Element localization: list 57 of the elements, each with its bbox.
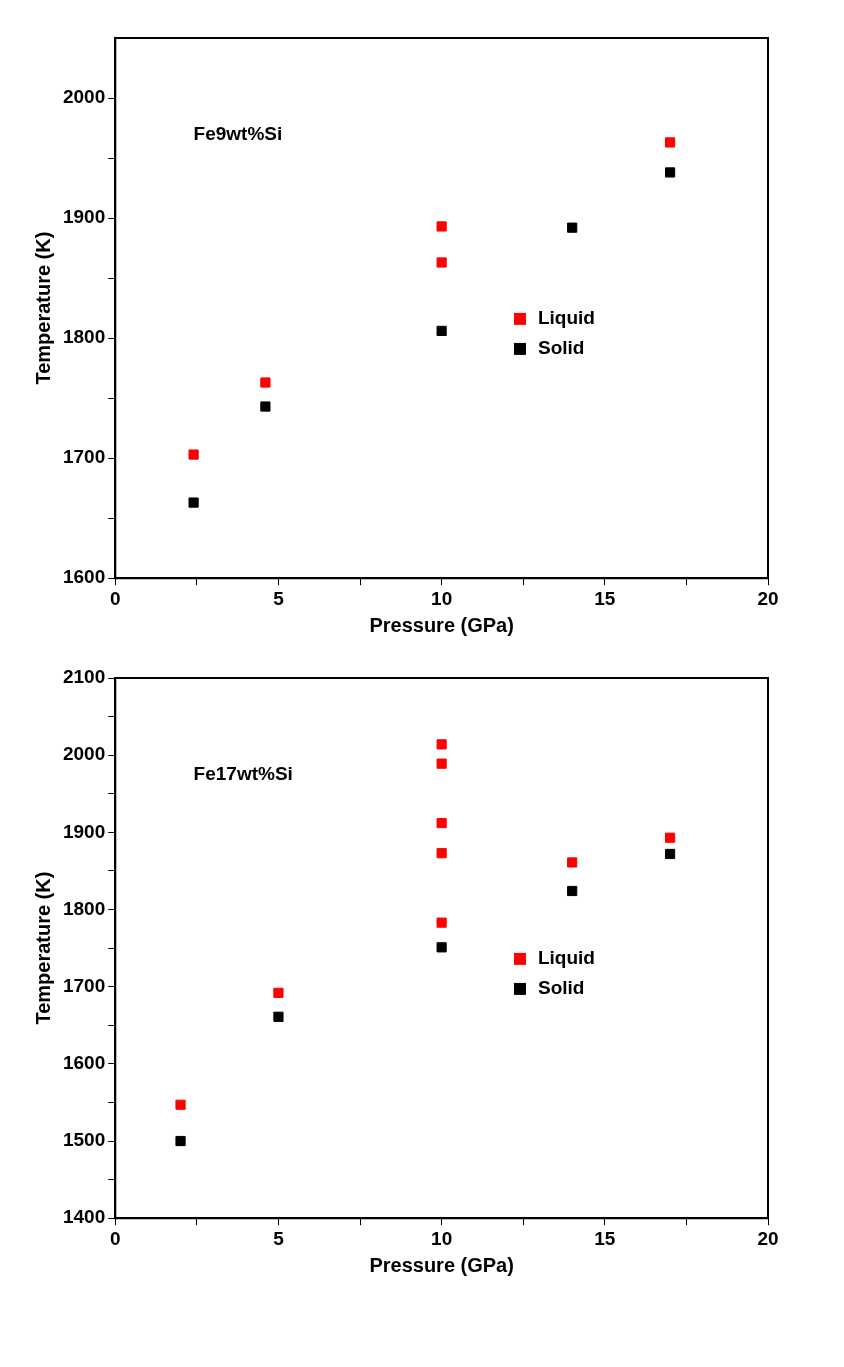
- point: [436, 942, 447, 953]
- point: [567, 885, 578, 897]
- point: [567, 857, 578, 868]
- x-tick-label: 20: [757, 587, 779, 609]
- point: [436, 325, 447, 337]
- point: [436, 257, 447, 268]
- x-tick-label: 0: [109, 587, 121, 609]
- x-axis-title: Pressure (GPa): [369, 1253, 514, 1276]
- point: [436, 221, 447, 232]
- point: [273, 1011, 284, 1022]
- y-axis-title: Temperature (K): [31, 231, 54, 385]
- point: [273, 987, 284, 998]
- y-tick-label: 2000: [62, 86, 106, 108]
- y-tick-label: 1800: [62, 897, 106, 919]
- x-tick-label: 5: [273, 587, 285, 609]
- legend-label: Liquid: [537, 307, 595, 329]
- legend-label: Solid: [537, 337, 585, 359]
- x-tick-label: 0: [109, 1227, 121, 1249]
- x-tick-label: 15: [594, 1227, 616, 1249]
- y-tick-label: 1700: [62, 446, 106, 468]
- point: [436, 758, 447, 769]
- annotation: Fe17wt%Si: [193, 763, 293, 785]
- y-tick-label: 1700: [62, 974, 106, 996]
- y-axis-title: Temperature (K): [31, 871, 54, 1025]
- x-tick-label: 5: [273, 1227, 285, 1249]
- y-tick-label: 1900: [62, 820, 106, 842]
- y-tick-label: 1400: [62, 1206, 106, 1228]
- point: [436, 817, 447, 829]
- point: [260, 377, 271, 388]
- y-tick-label: 2000: [62, 743, 106, 765]
- y-tick-label: 1500: [62, 1129, 106, 1151]
- legend-label: Solid: [537, 977, 585, 999]
- point: [664, 137, 676, 148]
- point: [436, 739, 447, 750]
- x-tick-label: 10: [431, 1227, 453, 1249]
- point: [436, 917, 447, 928]
- y-tick-label: 2100: [62, 666, 106, 688]
- point: [664, 832, 676, 843]
- point: [664, 848, 676, 860]
- y-tick-label: 1600: [62, 566, 106, 588]
- point: [175, 1099, 186, 1110]
- x-tick-label: 10: [431, 587, 453, 609]
- point: [436, 848, 447, 859]
- point: [188, 497, 199, 508]
- x-tick-label: 20: [757, 1227, 779, 1249]
- y-tick-label: 1900: [62, 206, 106, 228]
- point: [175, 1135, 186, 1147]
- x-tick-label: 15: [594, 587, 616, 609]
- legend-label: Liquid: [537, 947, 595, 969]
- point: [260, 401, 271, 412]
- y-tick-label: 1600: [62, 1052, 106, 1074]
- point: [188, 449, 199, 460]
- point: [567, 222, 578, 233]
- x-axis-title: Pressure (GPa): [369, 613, 514, 636]
- point: [664, 167, 676, 178]
- y-tick-label: 1800: [62, 326, 106, 348]
- annotation: Fe9wt%Si: [193, 123, 283, 145]
